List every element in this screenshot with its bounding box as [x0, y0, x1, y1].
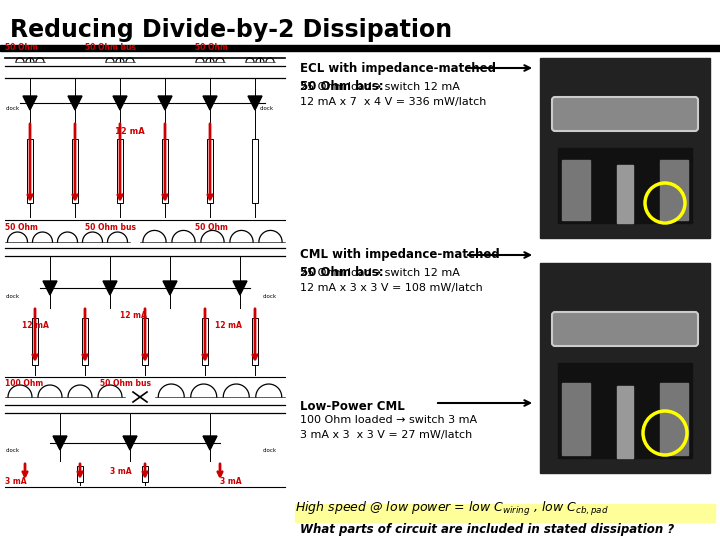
Bar	[162, 139, 168, 203]
Polygon shape	[233, 281, 247, 295]
FancyBboxPatch shape	[552, 97, 698, 131]
Text: 50 Ohm bus: 50 Ohm bus	[85, 223, 136, 232]
Text: clock: clock	[263, 449, 277, 454]
Bar	[295, 504, 715, 522]
Polygon shape	[158, 96, 172, 110]
Text: clock: clock	[260, 105, 274, 111]
Text: 50 Ohm: 50 Ohm	[5, 43, 38, 52]
Text: 50 Ohm bus: 50 Ohm bus	[100, 379, 151, 388]
Text: 3 mA: 3 mA	[220, 476, 242, 485]
Polygon shape	[23, 96, 37, 110]
Polygon shape	[163, 281, 177, 295]
Bar	[617, 165, 633, 223]
Polygon shape	[123, 436, 137, 450]
Text: 12 mA: 12 mA	[115, 126, 145, 136]
Bar	[660, 383, 688, 455]
Polygon shape	[103, 281, 117, 295]
Bar	[252, 318, 258, 365]
Text: ECL with impedance-matched
50 Ohm bus:: ECL with impedance-matched 50 Ohm bus:	[300, 62, 496, 93]
Text: 50 Ohm: 50 Ohm	[195, 43, 228, 52]
Text: High speed @ low power = low $C_{wiring}$ , low $C_{cb,pad}$: High speed @ low power = low $C_{wiring}…	[295, 500, 608, 518]
Polygon shape	[203, 96, 217, 110]
Bar	[77, 467, 83, 482]
Text: CML with impedance-matched
50 Ohm bus:: CML with impedance-matched 50 Ohm bus:	[300, 248, 500, 279]
Text: 3 mA: 3 mA	[5, 476, 27, 485]
Bar	[117, 139, 123, 203]
Text: 12 mA: 12 mA	[120, 312, 147, 321]
Polygon shape	[68, 96, 82, 110]
Text: Reducing Divide-by-2 Dissipation: Reducing Divide-by-2 Dissipation	[10, 18, 452, 42]
Bar	[562, 160, 590, 220]
Bar	[558, 148, 692, 223]
Text: clock: clock	[6, 294, 20, 299]
Text: Low-Power CML: Low-Power CML	[300, 400, 405, 413]
Polygon shape	[203, 436, 217, 450]
Polygon shape	[43, 281, 57, 295]
Text: 50 Ohm: 50 Ohm	[5, 223, 38, 232]
Bar	[82, 318, 88, 365]
Bar	[0, 45, 720, 51]
Text: 100 Ohm loaded → switch 3 mA
3 mA x 3  x 3 V = 27 mW/latch: 100 Ohm loaded → switch 3 mA 3 mA x 3 x …	[300, 415, 477, 440]
Bar	[202, 318, 208, 365]
Bar	[252, 139, 258, 203]
Text: clock: clock	[263, 294, 277, 299]
Polygon shape	[248, 96, 262, 110]
Bar	[540, 58, 710, 238]
Text: clock: clock	[6, 449, 20, 454]
Bar	[660, 160, 688, 220]
Bar	[142, 467, 148, 482]
Bar	[562, 383, 590, 455]
Polygon shape	[53, 436, 67, 450]
Text: 50 Ohm bus: 50 Ohm bus	[85, 43, 136, 52]
Text: 12 mA: 12 mA	[215, 321, 242, 330]
Text: 3 mA: 3 mA	[110, 467, 132, 476]
Text: 25 Ohm load→ switch 12 mA
12 mA x 7  x 4 V = 336 mW/latch: 25 Ohm load→ switch 12 mA 12 mA x 7 x 4 …	[300, 82, 487, 107]
Bar	[558, 363, 692, 458]
Text: 12 mA: 12 mA	[22, 321, 49, 330]
FancyBboxPatch shape	[552, 312, 698, 346]
Bar	[72, 139, 78, 203]
Text: 25 Ohm load→ switch 12 mA
12 mA x 3 x 3 V = 108 mW/latch: 25 Ohm load→ switch 12 mA 12 mA x 3 x 3 …	[300, 268, 482, 293]
Text: 100 Ohm: 100 Ohm	[5, 379, 43, 388]
Text: clock: clock	[6, 105, 20, 111]
Bar	[540, 263, 710, 473]
Text: 50 Ohm: 50 Ohm	[195, 223, 228, 232]
Bar	[27, 139, 33, 203]
Bar	[0, 0, 720, 45]
Bar	[32, 318, 38, 365]
Bar	[142, 318, 148, 365]
Bar	[207, 139, 213, 203]
Polygon shape	[113, 96, 127, 110]
Text: What parts of circuit are included in stated dissipation ?: What parts of circuit are included in st…	[300, 523, 674, 537]
Bar	[617, 386, 633, 458]
